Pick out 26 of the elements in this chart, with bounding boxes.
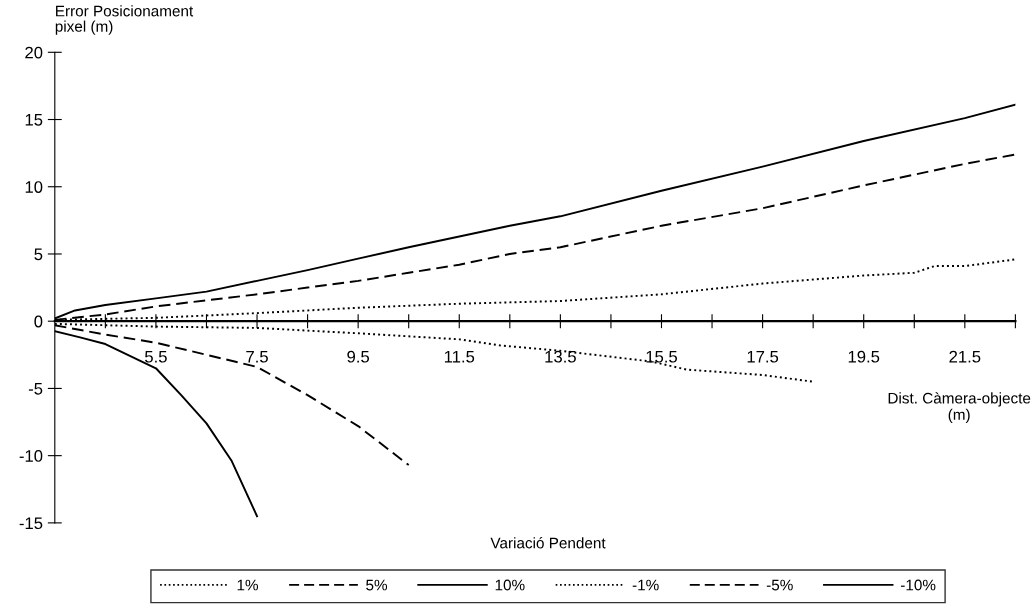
y-tick-label: 10	[25, 181, 43, 193]
y-tick-label: 20	[25, 46, 43, 59]
y-tick-label: -15	[19, 517, 43, 530]
x-axis-title: Dist. Càmera-objecte (m)	[888, 392, 1031, 424]
x-tick-label: 13.5	[545, 350, 576, 363]
y-tick-label: -5	[28, 383, 43, 395]
y-tick-label: 0	[34, 315, 43, 328]
legend-label: 1%	[237, 579, 259, 591]
x-tick-label: 11.5	[444, 350, 475, 363]
x-tick-label: 21.5	[949, 350, 981, 363]
x-tick-label: 19.5	[848, 350, 880, 363]
legend-label: 5%	[366, 579, 388, 591]
legend-title: Variació Pendent	[490, 537, 606, 549]
y-tick-label: 5	[34, 248, 43, 261]
x-tick-label: 15.5	[646, 350, 678, 363]
legend-label: -10%	[900, 579, 936, 591]
y-tick-label: -10	[19, 450, 43, 462]
x-tick-label: 17.5	[747, 350, 779, 363]
y-axis-title: Error Posicionament pixel (m)	[55, 5, 194, 35]
x-tick-label: 5.5	[145, 350, 167, 363]
y-tick-label: 15	[25, 114, 43, 126]
legend-label: 10%	[495, 579, 525, 591]
x-tick-label: 9.5	[347, 350, 370, 363]
x-tick-label: 7.5	[246, 350, 268, 363]
legend-label: -5%	[766, 579, 793, 591]
legend-label: -1%	[632, 579, 659, 591]
